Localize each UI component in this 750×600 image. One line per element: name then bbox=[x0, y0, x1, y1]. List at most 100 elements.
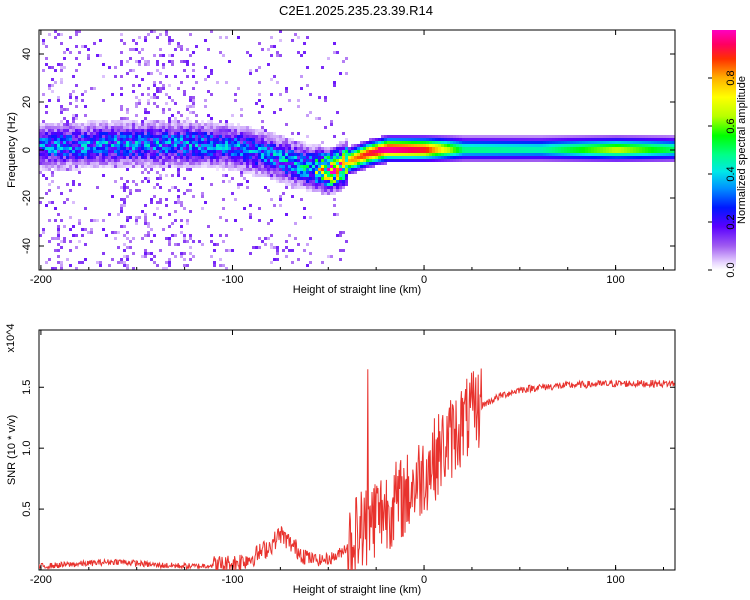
spectrogram-cell bbox=[87, 57, 90, 60]
spectrogram-cell bbox=[330, 150, 333, 153]
spectrogram-x-ticks: -200 -100 0 100 bbox=[30, 30, 665, 286]
spectrogram-cell bbox=[159, 90, 162, 93]
spectrogram-cell bbox=[255, 165, 258, 168]
spectrogram-cell bbox=[204, 150, 207, 153]
spectrogram-cell bbox=[84, 153, 87, 156]
spectrogram-cell bbox=[468, 141, 471, 144]
spectrogram-cell bbox=[69, 51, 72, 54]
spectrogram-cell bbox=[66, 108, 69, 111]
spectrogram-cell bbox=[588, 153, 591, 156]
spectrogram-cell bbox=[300, 153, 303, 156]
spectrogram-cell bbox=[75, 135, 78, 138]
spectrogram-cell bbox=[621, 147, 624, 150]
spectrogram-cell bbox=[279, 180, 282, 183]
spectrogram-cell bbox=[132, 267, 135, 270]
spectrogram-cell bbox=[594, 135, 597, 138]
spectrogram-cell bbox=[507, 156, 510, 159]
spectrogram-cell bbox=[327, 153, 330, 156]
spectrogram-cell bbox=[303, 165, 306, 168]
spectrogram-cell bbox=[225, 123, 228, 126]
spectrogram-cell bbox=[69, 165, 72, 168]
spectrogram-cell bbox=[324, 147, 327, 150]
spectrogram-cell bbox=[48, 84, 51, 87]
spectrogram-cell bbox=[63, 117, 66, 120]
spectrogram-cell bbox=[63, 159, 66, 162]
spectrogram-cell bbox=[156, 183, 159, 186]
spectrogram-cell bbox=[156, 120, 159, 123]
spectrogram-cell bbox=[522, 141, 525, 144]
spectrogram-cell bbox=[399, 159, 402, 162]
spectrogram-cell bbox=[258, 135, 261, 138]
spectrogram-cell bbox=[207, 165, 210, 168]
spectrogram-cell bbox=[303, 207, 306, 210]
spectrogram-cell bbox=[456, 144, 459, 147]
spectrogram-cell bbox=[129, 165, 132, 168]
spectrogram-cell bbox=[90, 135, 93, 138]
spectrogram-cell bbox=[117, 144, 120, 147]
spectrogram-cell bbox=[393, 144, 396, 147]
spectrogram-cell bbox=[138, 144, 141, 147]
spectrogram-cell bbox=[96, 144, 99, 147]
spectrogram-cell bbox=[294, 156, 297, 159]
spectrogram-cell bbox=[153, 30, 156, 33]
spectrogram-cell bbox=[267, 222, 270, 225]
spectrogram-cell bbox=[558, 156, 561, 159]
spectrogram-cell bbox=[174, 135, 177, 138]
spectrogram-cell bbox=[327, 156, 330, 159]
spectrogram-cell bbox=[171, 129, 174, 132]
spectrogram-cell bbox=[426, 141, 429, 144]
spectrogram-cell bbox=[90, 147, 93, 150]
spectrogram-cell bbox=[654, 147, 657, 150]
spectrogram-cell bbox=[582, 135, 585, 138]
spectrogram-cell bbox=[567, 153, 570, 156]
spectrogram-cell bbox=[474, 138, 477, 141]
spectrogram-cell bbox=[345, 171, 348, 174]
spectrogram-cell bbox=[285, 87, 288, 90]
spectrogram-cell bbox=[156, 87, 159, 90]
spectrogram-cell bbox=[45, 63, 48, 66]
spectrogram-cell bbox=[189, 129, 192, 132]
spectrogram-cell bbox=[177, 171, 180, 174]
spectrogram-cell bbox=[174, 48, 177, 51]
spectrogram-cell bbox=[162, 162, 165, 165]
spectrogram-cell bbox=[279, 138, 282, 141]
spectrogram-cell bbox=[309, 153, 312, 156]
spectrogram-cell bbox=[645, 150, 648, 153]
spectrogram-cell bbox=[186, 132, 189, 135]
spectrogram-cell bbox=[180, 225, 183, 228]
spectrogram-cell bbox=[129, 138, 132, 141]
spectrogram-cell bbox=[342, 153, 345, 156]
spectrogram-cell bbox=[384, 150, 387, 153]
spectrogram-cell bbox=[459, 147, 462, 150]
spectrogram-cell bbox=[480, 147, 483, 150]
spectrogram-cell bbox=[651, 147, 654, 150]
spectrogram-cell bbox=[144, 216, 147, 219]
spectrogram-cell bbox=[333, 198, 336, 201]
spectrogram-cell bbox=[540, 147, 543, 150]
spectrogram-cell bbox=[207, 138, 210, 141]
spectrogram-cell bbox=[417, 147, 420, 150]
spectrogram-cell bbox=[534, 144, 537, 147]
spectrogram-cell bbox=[342, 162, 345, 165]
spectrogram-cell bbox=[258, 144, 261, 147]
spectrogram-cell bbox=[213, 159, 216, 162]
spectrogram-cell bbox=[303, 216, 306, 219]
spectrogram-cell bbox=[336, 168, 339, 171]
spectrogram-cell bbox=[231, 159, 234, 162]
spectrogram-cell bbox=[120, 210, 123, 213]
spectrogram-cell bbox=[78, 222, 81, 225]
spectrogram-cell bbox=[207, 135, 210, 138]
spectrogram-cell bbox=[438, 153, 441, 156]
spectrogram-cell bbox=[624, 135, 627, 138]
spectrogram-cell bbox=[222, 198, 225, 201]
spectrogram-cell bbox=[306, 150, 309, 153]
spectrogram-cell bbox=[333, 42, 336, 45]
spectrogram-cell bbox=[156, 36, 159, 39]
spectrogram-cell bbox=[198, 135, 201, 138]
spectrogram-cell bbox=[387, 156, 390, 159]
spectrogram-cell bbox=[159, 147, 162, 150]
spectrogram-cell bbox=[51, 159, 54, 162]
spectrogram-cell bbox=[144, 147, 147, 150]
spectrogram-cell bbox=[252, 147, 255, 150]
spectrogram-cell bbox=[300, 156, 303, 159]
